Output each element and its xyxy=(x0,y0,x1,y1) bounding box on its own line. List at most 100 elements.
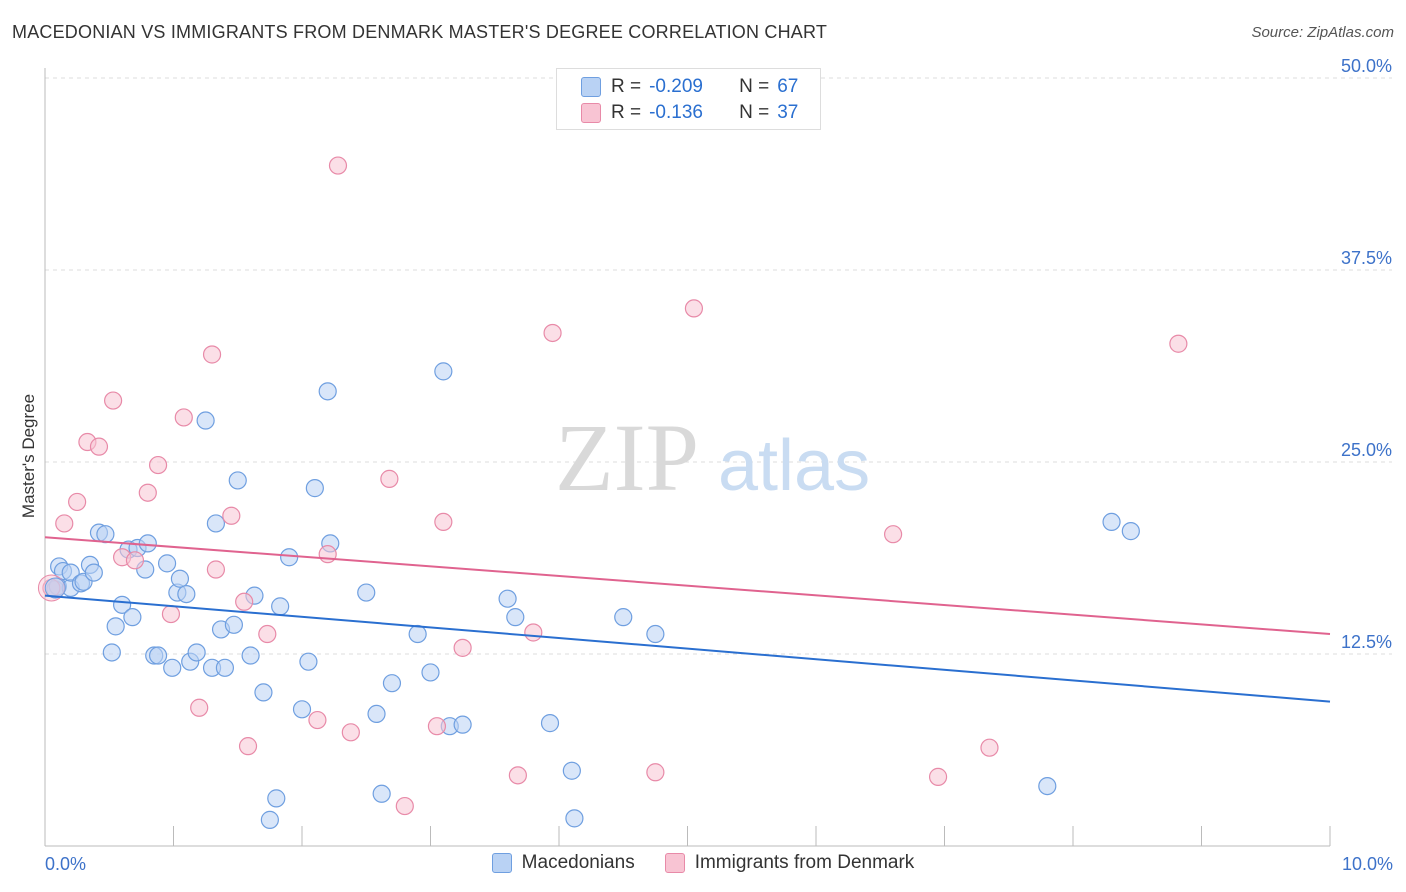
macedonian-point xyxy=(170,569,190,588)
macedonian-point xyxy=(614,608,633,627)
macedonian-point xyxy=(1102,512,1121,532)
macedonian-point xyxy=(498,589,517,608)
y-tick-label: 12.5% xyxy=(1341,632,1392,652)
r-value: -0.136 xyxy=(649,102,703,123)
macedonian-point xyxy=(112,595,132,614)
denmark-point xyxy=(318,545,337,564)
legend-label: Macedonians xyxy=(521,852,635,873)
macedonian-point xyxy=(408,624,427,644)
macedonian-point xyxy=(96,525,115,544)
macedonian-point-cluster xyxy=(44,577,66,599)
macedonian-point xyxy=(1038,776,1057,796)
denmark-point xyxy=(190,698,209,717)
denmark-point xyxy=(161,604,181,624)
denmark-point xyxy=(258,624,277,644)
macedonian-point xyxy=(163,658,182,677)
denmark-point xyxy=(508,766,527,785)
n-value: 37 xyxy=(777,102,799,123)
legend-row-denmark: R = -0.136 N = 37 xyxy=(581,101,798,125)
macedonian-point xyxy=(267,789,286,808)
legend-row-macedonians: R = -0.209 N = 67 xyxy=(581,75,798,99)
macedonian-point xyxy=(562,761,581,780)
macedonian-point xyxy=(224,615,243,634)
denmark-point xyxy=(341,723,360,742)
watermark-zip: ZIP xyxy=(555,404,699,511)
r-label: R = xyxy=(611,102,642,123)
denmark-trend-line xyxy=(44,536,1331,636)
macedonian-point xyxy=(215,658,234,677)
denmark-point xyxy=(222,506,241,525)
macedonian-point xyxy=(206,514,226,533)
denmark-point xyxy=(434,512,453,532)
denmark-point xyxy=(395,796,414,816)
macedonian-point xyxy=(372,784,391,803)
denmark-point xyxy=(1169,334,1188,353)
macedonian-point xyxy=(646,624,665,644)
denmark-point xyxy=(543,323,562,343)
legend-swatch-pink xyxy=(581,103,601,123)
denmark-point xyxy=(148,455,168,475)
denmark-point xyxy=(980,738,999,757)
macedonian-point xyxy=(292,700,312,719)
legend-item-denmark[interactable]: Immigrants from Denmark xyxy=(664,852,915,874)
macedonian-point xyxy=(421,663,440,682)
denmark-point xyxy=(138,483,157,502)
macedonian-point xyxy=(382,674,402,693)
macedonian-point xyxy=(254,683,273,702)
macedonian-point xyxy=(102,643,121,662)
macedonian-point xyxy=(540,714,560,733)
legend-item-macedonians[interactable]: Macedonians xyxy=(491,852,635,874)
denmark-point xyxy=(206,560,226,579)
macedonian-point xyxy=(305,479,324,498)
denmark-point xyxy=(308,710,327,730)
macedonian-point xyxy=(506,608,525,627)
legend-swatch-blue xyxy=(581,77,601,97)
y-axis-label: Master's Degree xyxy=(19,394,38,518)
denmark-point xyxy=(68,492,87,512)
y-tick-label: 50.0% xyxy=(1341,56,1392,76)
macedonian-trend-line xyxy=(44,594,1331,703)
x-tick-label: 10.0% xyxy=(1342,854,1393,874)
macedonian-point xyxy=(157,554,177,573)
macedonian-point xyxy=(318,382,337,401)
legend-swatch-blue xyxy=(491,853,512,873)
denmark-point xyxy=(328,156,348,175)
macedonian-point xyxy=(106,617,125,636)
grid xyxy=(45,77,1392,655)
denmark-point xyxy=(883,525,903,544)
denmark-point xyxy=(202,345,222,364)
macedonian-point xyxy=(260,810,279,829)
macedonian-point xyxy=(453,715,472,734)
x-tick-label: 0.0% xyxy=(45,854,86,874)
denmark-point xyxy=(928,767,948,786)
denmark-point xyxy=(89,437,109,456)
denmark-point xyxy=(125,551,145,570)
source-label: Source: ZipAtlas.com xyxy=(1251,24,1394,41)
n-label: N = xyxy=(739,76,770,97)
y-tick-label: 37.5% xyxy=(1341,248,1392,268)
r-label: R = xyxy=(611,76,642,97)
macedonian-point xyxy=(123,608,142,627)
legend-swatch-pink xyxy=(664,853,685,873)
denmark-point xyxy=(684,299,704,318)
points xyxy=(37,156,1188,829)
series-legend: Macedonians Immigrants from Denmark xyxy=(0,852,1406,874)
denmark-point xyxy=(104,391,123,410)
macedonian-point xyxy=(196,411,215,430)
macedonian-point xyxy=(148,646,168,665)
ticks: 12.5% 25.0% 37.5% 50.0% 0.0% 10.0% xyxy=(44,56,1393,874)
macedonian-point xyxy=(367,704,386,724)
macedonian-point xyxy=(138,534,157,553)
macedonian-point xyxy=(241,646,260,665)
trend-lines xyxy=(44,536,1331,703)
denmark-point xyxy=(235,592,254,611)
denmark-point xyxy=(524,623,543,642)
macedonian-point xyxy=(1121,522,1140,541)
denmark-point xyxy=(55,514,74,533)
macedonian-point xyxy=(187,643,206,662)
macedonian-point xyxy=(271,597,290,616)
macedonian-point xyxy=(357,583,376,602)
legend-label: Immigrants from Denmark xyxy=(694,852,915,873)
macedonian-point xyxy=(565,809,584,828)
